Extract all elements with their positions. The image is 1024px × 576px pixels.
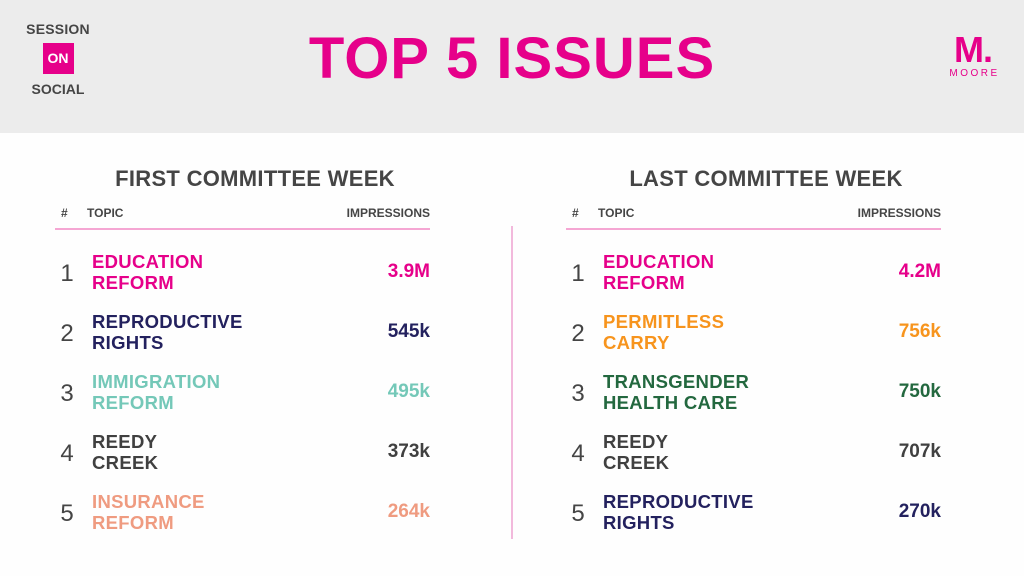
column-header-rank: #	[572, 206, 579, 220]
topic-label: EDUCATION REFORM	[603, 251, 714, 293]
list-item: 1 EDUCATION REFORM 3.9M	[55, 246, 435, 306]
panel-title: FIRST COMMITTEE WEEK	[115, 166, 395, 191]
topic-line-1: REPRODUCTIVE	[603, 491, 754, 512]
logo-text-session: SESSION	[26, 21, 90, 37]
impressions-value: 3.9M	[387, 261, 430, 282]
topic-line-2: CREEK	[92, 452, 159, 473]
impressions-value: 373k	[387, 441, 430, 462]
column-header-rank: #	[61, 206, 68, 220]
rank-number: 4	[60, 440, 74, 467]
list-item: 4 REEDY CREEK 373k	[55, 426, 435, 486]
topic-line-1: TRANSGENDER	[603, 371, 750, 392]
header-band: SESSION ON SOCIAL TOP 5 ISSUES M. MOORE	[0, 0, 1024, 133]
column-headers: # TOPIC IMPRESSIONS	[566, 204, 946, 228]
topic-line-1: REEDY	[92, 431, 158, 452]
rank-number: 2	[571, 320, 585, 347]
moore-logo-name: MOORE	[949, 68, 1000, 79]
topic-line-1: EDUCATION	[603, 251, 715, 272]
list-item: 2 REPRODUCTIVE RIGHTS 545k	[55, 306, 435, 366]
impressions-value: 4.2M	[898, 261, 941, 282]
list-item: 2 PERMITLESS CARRY 756k	[566, 306, 946, 366]
impressions-value: 756k	[898, 321, 941, 342]
header-rule	[55, 228, 430, 230]
rank-number: 5	[60, 500, 74, 527]
rank-number: 4	[571, 440, 585, 467]
impressions-value: 750k	[898, 381, 941, 402]
topic-label: REPRODUCTIVE RIGHTS	[92, 311, 243, 353]
rank-number: 3	[571, 380, 585, 407]
impressions-value: 270k	[898, 501, 941, 522]
topic-label: REEDY CREEK	[92, 431, 158, 473]
list-item: 3 TRANSGENDER HEALTH CARE 750k	[566, 366, 946, 426]
logo-text-social: SOCIAL	[31, 81, 85, 97]
column-header-impressions: IMPRESSIONS	[346, 206, 430, 220]
topic-label: INSURANCE REFORM	[92, 491, 205, 533]
list-item: 5 INSURANCE REFORM 264k	[55, 486, 435, 546]
topic-line-2: REFORM	[92, 512, 174, 533]
panel-divider	[511, 226, 513, 539]
topic-line-2: HEALTH CARE	[603, 392, 738, 413]
topic-line-1: PERMITLESS	[603, 311, 725, 332]
list-item: 5 REPRODUCTIVE RIGHTS 270k	[566, 486, 946, 546]
panel-last-committee-week: LAST COMMITTEE WEEK # TOPIC IMPRESSIONS …	[566, 166, 946, 546]
column-header-impressions: IMPRESSIONS	[857, 206, 941, 220]
rank-number: 1	[60, 260, 74, 287]
moore-logo: M. MOORE	[945, 29, 1001, 80]
list-item: 1 EDUCATION REFORM 4.2M	[566, 246, 946, 306]
topic-line-2: RIGHTS	[603, 512, 675, 533]
logo-badge-on: ON	[42, 43, 74, 74]
topic-label: PERMITLESS CARRY	[603, 311, 724, 353]
column-headers: # TOPIC IMPRESSIONS	[55, 204, 435, 228]
list-item: 3 IMMIGRATION REFORM 495k	[55, 366, 435, 426]
header-rule	[566, 228, 941, 230]
topic-line-2: REFORM	[92, 272, 174, 293]
column-header-topic: TOPIC	[87, 206, 124, 220]
topic-line-1: INSURANCE	[92, 491, 205, 512]
rank-number: 2	[60, 320, 74, 347]
ranking-list: 1 EDUCATION REFORM 3.9M 2 REPRODUCTIVE R…	[55, 246, 435, 546]
topic-line-2: CREEK	[603, 452, 670, 473]
impressions-value: 707k	[898, 441, 941, 462]
ranking-list: 1 EDUCATION REFORM 4.2M 2 PERMITLESS CAR…	[566, 246, 946, 546]
topic-line-2: REFORM	[603, 272, 685, 293]
topic-label: TRANSGENDER HEALTH CARE	[603, 371, 749, 413]
moore-logo-mark: M.	[954, 29, 993, 70]
column-header-topic: TOPIC	[598, 206, 635, 220]
topic-label: REPRODUCTIVE RIGHTS	[603, 491, 754, 533]
rank-number: 1	[571, 260, 585, 287]
panel-title: LAST COMMITTEE WEEK	[629, 166, 903, 191]
impressions-value: 495k	[387, 381, 430, 402]
page-title: TOP 5 ISSUES	[308, 26, 716, 91]
topic-label: EDUCATION REFORM	[92, 251, 203, 293]
panel-first-committee-week: FIRST COMMITTEE WEEK # TOPIC IMPRESSIONS…	[55, 166, 435, 546]
topic-label: IMMIGRATION REFORM	[92, 371, 220, 413]
rank-number: 5	[571, 500, 585, 527]
topic-label: REEDY CREEK	[603, 431, 669, 473]
topic-line-1: IMMIGRATION	[92, 371, 221, 392]
impressions-value: 545k	[387, 321, 430, 342]
session-on-social-logo: SESSION ON SOCIAL	[20, 22, 96, 96]
topic-line-1: REEDY	[603, 431, 669, 452]
rank-number: 3	[60, 380, 74, 407]
topic-line-1: REPRODUCTIVE	[92, 311, 243, 332]
topic-line-1: EDUCATION	[92, 251, 204, 272]
list-item: 4 REEDY CREEK 707k	[566, 426, 946, 486]
topic-line-2: RIGHTS	[92, 332, 164, 353]
topic-line-2: REFORM	[92, 392, 174, 413]
topic-line-2: CARRY	[603, 332, 670, 353]
impressions-value: 264k	[387, 501, 430, 522]
